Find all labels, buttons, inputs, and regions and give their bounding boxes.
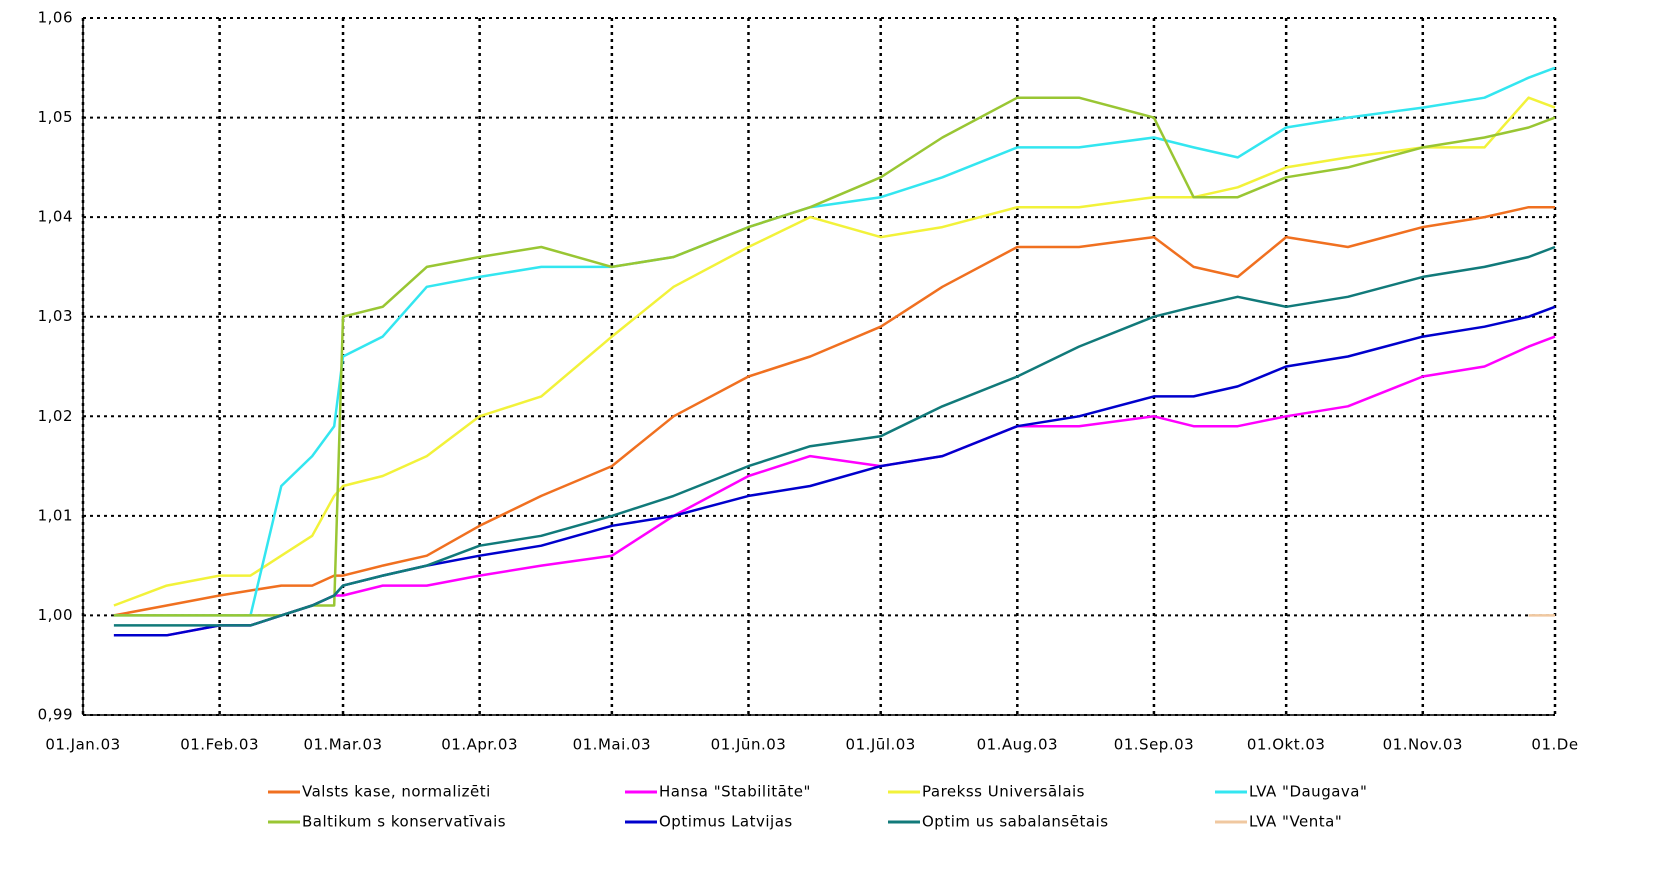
- x-tick-label: 01.Jūl.03: [846, 736, 916, 754]
- x-tick-label: 01.Jan.03: [45, 736, 120, 754]
- y-tick-label: 1,06: [38, 9, 73, 27]
- x-tick-label: 01.Feb.03: [180, 736, 259, 754]
- y-tick-label: 1,03: [38, 307, 73, 325]
- series-line: [113, 96, 1556, 607]
- y-tick-label: 0,99: [38, 706, 73, 724]
- plot-area: [83, 18, 1555, 715]
- x-tick-label: 01.Nov.03: [1383, 736, 1463, 754]
- y-tick-label: 1,05: [38, 108, 73, 126]
- y-tick-label: 1,04: [38, 208, 73, 226]
- legend-label: Baltikum s konservatīvais: [302, 813, 506, 831]
- series-line: [113, 205, 1555, 617]
- x-tick-label: 01.Sep.03: [1114, 736, 1194, 754]
- legend-label: Parekss Universālais: [922, 783, 1085, 801]
- legend-label: Optimus Latvijas: [659, 813, 793, 831]
- series-line: [113, 245, 1556, 627]
- x-tick-label: 01.Apr.03: [441, 736, 518, 754]
- y-tick-label: 1,02: [38, 407, 73, 425]
- legend-label: Hansa "Stabilitāte": [659, 783, 811, 801]
- x-tick-label: 01.Mar.03: [303, 736, 382, 754]
- x-tick-label: 01.Aug.03: [977, 736, 1059, 754]
- legend-label: LVA "Venta": [1249, 813, 1342, 831]
- y-tick-label: 1,00: [38, 606, 73, 624]
- x-tick-label: 01.Okt.03: [1247, 736, 1326, 754]
- legend-label: Valsts kase, normalizēti: [302, 783, 491, 801]
- y-tick-label: 1,01: [38, 506, 73, 524]
- legend-label: Optim us sabalansētais: [922, 813, 1109, 831]
- x-tick-label: 01.Jūn.03: [711, 736, 787, 754]
- legend-label: LVA "Daugava": [1249, 783, 1367, 801]
- x-tick-label: 01.Mai.03: [573, 736, 652, 754]
- x-tick-label: 01.De: [1531, 736, 1578, 754]
